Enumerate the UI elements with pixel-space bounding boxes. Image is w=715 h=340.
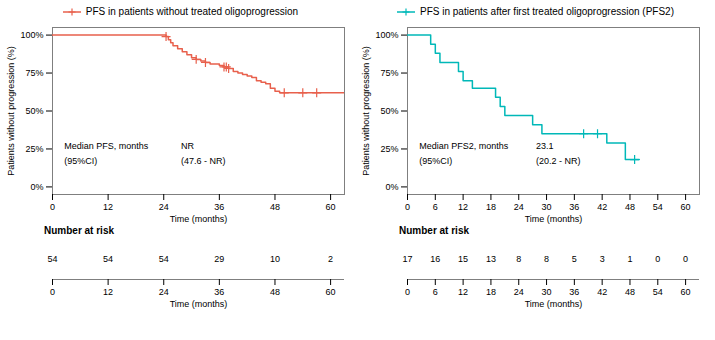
- svg-text:18: 18: [486, 287, 496, 297]
- svg-text:60: 60: [326, 287, 336, 297]
- svg-text:0: 0: [405, 287, 410, 297]
- svg-text:24: 24: [159, 202, 169, 212]
- svg-text:25%: 25%: [380, 144, 398, 154]
- svg-text:8: 8: [544, 254, 549, 264]
- svg-text:60: 60: [681, 287, 691, 297]
- svg-text:2: 2: [328, 254, 333, 264]
- svg-text:36: 36: [569, 202, 579, 212]
- svg-text:17: 17: [402, 254, 412, 264]
- svg-text:Median PFS2, months: Median PFS2, months: [419, 141, 509, 151]
- svg-text:54: 54: [653, 202, 663, 212]
- html-text:Number at risk: Number at risk: [44, 225, 114, 236]
- svg-text:24: 24: [514, 287, 524, 297]
- svg-text:60: 60: [326, 202, 336, 212]
- svg-text:(47.6 - NR): (47.6 - NR): [181, 156, 226, 166]
- svg-text:12: 12: [103, 287, 113, 297]
- svg-text:Patients without progression (: Patients without progression (%): [6, 46, 16, 176]
- svg-text:12: 12: [458, 202, 468, 212]
- svg-text:0%: 0%: [385, 182, 398, 192]
- svg-text:(20.2 - NR): (20.2 - NR): [536, 156, 581, 166]
- svg-text:5: 5: [572, 254, 577, 264]
- svg-text:75%: 75%: [25, 68, 43, 78]
- svg-text:100%: 100%: [20, 30, 43, 40]
- svg-text:100%: 100%: [375, 30, 398, 40]
- svg-text:12: 12: [103, 202, 113, 212]
- svg-text:42: 42: [597, 287, 607, 297]
- svg-text:Time (months): Time (months): [525, 214, 583, 224]
- svg-text:25%: 25%: [25, 144, 43, 154]
- svg-text:24: 24: [514, 202, 524, 212]
- svg-text:54: 54: [47, 254, 57, 264]
- svg-text:0: 0: [655, 254, 660, 264]
- svg-text:24: 24: [159, 287, 169, 297]
- svg-text:50%: 50%: [25, 106, 43, 116]
- svg-text:54: 54: [103, 254, 113, 264]
- svg-text:0: 0: [683, 254, 688, 264]
- svg-text:0: 0: [405, 202, 410, 212]
- svg-text:48: 48: [625, 202, 635, 212]
- svg-text:54: 54: [653, 287, 663, 297]
- svg-text:18: 18: [486, 202, 496, 212]
- svg-text:48: 48: [270, 287, 280, 297]
- svg-text:36: 36: [569, 287, 579, 297]
- svg-text:Time (months): Time (months): [170, 214, 228, 224]
- svg-text:48: 48: [270, 202, 280, 212]
- svg-text:0: 0: [50, 287, 55, 297]
- svg-text:23.1: 23.1: [536, 141, 554, 151]
- svg-text:6: 6: [433, 287, 438, 297]
- svg-text:36: 36: [214, 287, 224, 297]
- svg-text:Patients without progression (: Patients without progression (%): [361, 46, 371, 176]
- svg-text:10: 10: [270, 254, 280, 264]
- svg-text:Median PFS, months: Median PFS, months: [64, 141, 149, 151]
- svg-text:54: 54: [159, 254, 169, 264]
- svg-text:12: 12: [458, 287, 468, 297]
- html-text:PFS in patients without treate: PFS in patients without treated oligopro…: [85, 6, 299, 17]
- svg-text:3: 3: [600, 254, 605, 264]
- svg-text:8: 8: [516, 254, 521, 264]
- html-text:PFS in patients after first tr: PFS in patients after first treated olig…: [420, 6, 674, 17]
- svg-text:1: 1: [627, 254, 632, 264]
- svg-text:0: 0: [50, 202, 55, 212]
- svg-text:30: 30: [542, 287, 552, 297]
- svg-text:42: 42: [597, 202, 607, 212]
- svg-text:(95%CI): (95%CI): [419, 156, 452, 166]
- svg-text:Time (months): Time (months): [170, 299, 228, 309]
- svg-text:50%: 50%: [380, 106, 398, 116]
- svg-text:6: 6: [433, 202, 438, 212]
- svg-text:15: 15: [458, 254, 468, 264]
- svg-text:16: 16: [430, 254, 440, 264]
- svg-text:30: 30: [542, 202, 552, 212]
- svg-text:13: 13: [486, 254, 496, 264]
- svg-text:Time (months): Time (months): [525, 299, 583, 309]
- svg-text:(95%CI): (95%CI): [64, 156, 97, 166]
- svg-text:48: 48: [625, 287, 635, 297]
- svg-text:36: 36: [214, 202, 224, 212]
- svg-text:0%: 0%: [30, 182, 43, 192]
- svg-text:NR: NR: [181, 141, 194, 151]
- html-text:Number at risk: Number at risk: [399, 225, 469, 236]
- svg-text:29: 29: [214, 254, 224, 264]
- svg-text:75%: 75%: [380, 68, 398, 78]
- svg-text:60: 60: [681, 202, 691, 212]
